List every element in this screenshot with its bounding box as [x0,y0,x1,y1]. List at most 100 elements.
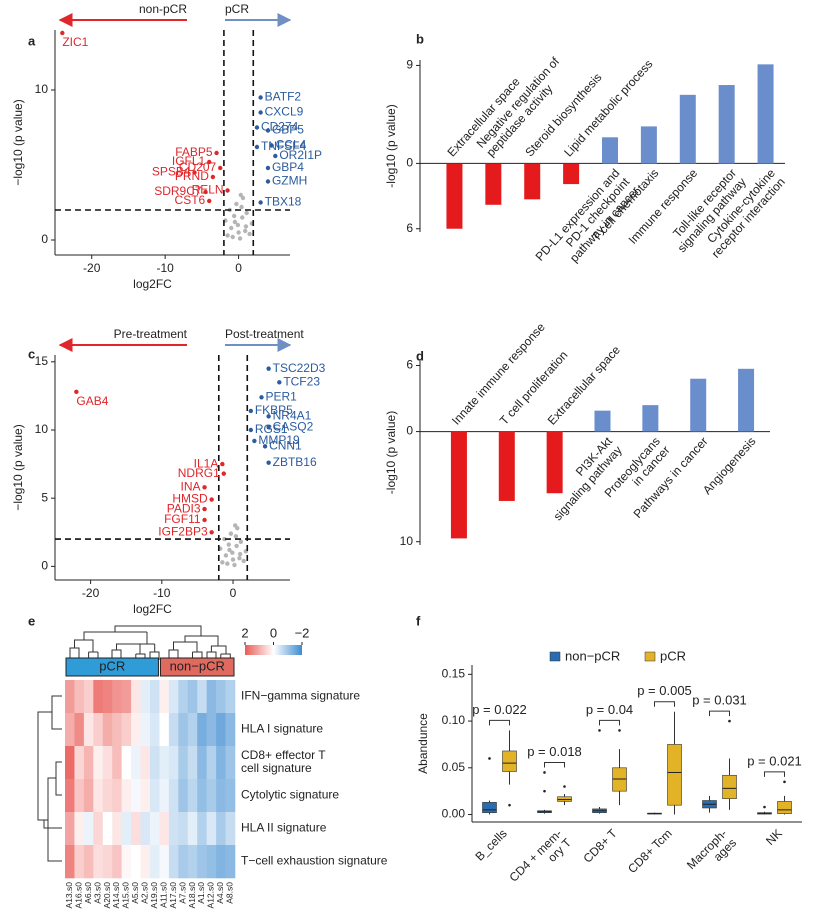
heat-cell [216,845,226,879]
row-label: HLA II signature [241,821,327,835]
gene-label: HMSD [172,492,208,506]
heat-cell [140,713,151,747]
gene-label: PRND [175,169,209,183]
bar [498,431,515,501]
outlier [488,757,491,760]
heat-cell [65,680,75,714]
gene-point [266,425,271,430]
gene-point [258,200,263,205]
gene-point [266,366,271,371]
point [228,531,234,536]
row-label-line: HLA II signature [241,821,327,835]
row-label-group: T−cell exhaustion signature [241,854,388,868]
point [237,236,243,241]
row-label-line: T−cell exhaustion signature [241,854,388,868]
column-label: A16.s0 [73,882,83,909]
category-label-group: CD8+ Tcm [625,826,675,876]
gene-point [74,389,79,395]
category-label: CD4 + mem-ory T [507,826,575,894]
x-tick-label: -20 [83,261,101,275]
heat-cell [121,746,132,780]
heat-cell [131,713,141,747]
gene-label: CNN1 [269,439,302,453]
panel-letter: c [28,346,35,361]
gene-point [202,485,207,490]
panel-letter: a [28,33,36,48]
heat-cell [168,746,179,780]
heat-cell [83,779,94,813]
gene-label: IGF2BP3 [158,524,208,538]
gene-label: ZBTB16 [273,455,317,469]
panel-letter: d [416,348,424,363]
heat-cell [225,845,236,879]
point [230,550,235,555]
column-label: A12.s0 [206,882,216,909]
heat-cell [197,680,207,714]
x-tick-label: 0 [235,261,242,275]
column-label: A19.s0 [149,882,159,909]
heat-cell [112,779,122,813]
heat-cell [206,812,217,846]
gene-point [207,159,212,165]
row-label-group: HLA II signature [241,821,327,835]
gene-label: CCL4 [276,138,307,152]
row-label: T−cell exhaustion signature [241,854,388,868]
heat-cell [74,746,85,780]
heat-cell [65,845,75,879]
y-axis-label: Abandunce [416,713,430,774]
bar [450,431,467,539]
category-label-group: Innate immune response [449,320,548,428]
gene-point [60,30,65,36]
legend-tick-label: −2 [295,625,310,640]
heat-cell [206,680,217,714]
outlier [563,785,566,788]
row-label-line: Cytolytic signature [241,788,339,802]
column-label: A4.s0 [215,882,225,904]
point [232,523,238,528]
y-axis-label: −log10 (p value) [11,424,25,510]
y-tick-label: 0.10 [442,713,466,727]
x-tick-label: 0 [230,586,237,600]
heat-cell [112,713,122,747]
heat-cell [65,812,75,846]
gene-label: CASQ2 [273,419,314,433]
bracket [489,719,510,726]
direction-label: Pre-treatment [114,327,188,341]
gene-point [252,438,257,444]
heat-cell [102,713,113,747]
heat-cell [65,746,75,780]
point [222,536,227,542]
bracket [544,761,565,768]
point [223,553,229,558]
y-tick-label: 0 [406,156,413,170]
heat-cell [168,812,179,846]
legend-swatch [549,651,561,662]
p-value: p = 0.018 [527,744,582,759]
gene-label: TSC22D3 [273,361,326,375]
outlier [598,729,601,732]
bar [594,410,611,432]
category-label-group: CD4 + mem-ory T [507,826,575,894]
point [225,561,230,566]
heat-cell [159,812,170,846]
heat-cell [168,845,179,879]
point [244,210,249,216]
category-label: Macroph-ages [684,826,739,881]
gene-point [266,460,271,465]
heat-cell [159,713,170,747]
y-tick-label: 10 [400,534,414,548]
category-label: CD8+ Tcm [625,826,675,876]
panel-letter: f [416,613,421,628]
column-dendrogram [69,625,231,660]
heat-cell [225,779,236,813]
group-label: pCR [99,658,125,673]
column-label: A6.s0 [83,882,93,904]
y-tick-label: 0 [41,559,48,573]
heat-cell [150,680,160,714]
point [240,215,245,220]
heat-cell [121,779,132,813]
gene-label: TCF23 [283,374,320,388]
heat-cell [93,779,104,813]
gene-label: TNFSF4 [261,139,307,153]
gene-point [192,170,197,175]
